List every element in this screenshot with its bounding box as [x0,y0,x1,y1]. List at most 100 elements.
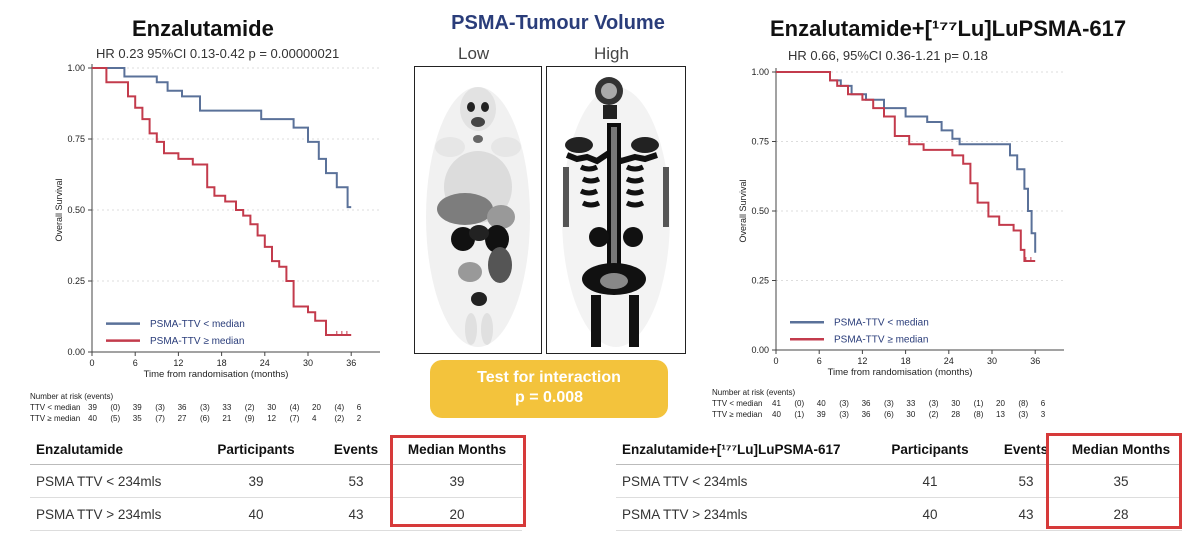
x-tick-label: 12 [857,356,867,366]
table-row: PSMA TTV < 234mls 41 53 35 [616,464,1182,498]
y-tick-label: 0.25 [67,276,85,286]
risk-value: 35 [132,414,142,423]
risk-value: (3) [928,399,939,408]
risk-value: (8) [973,410,984,419]
x-tick-label: 0 [89,358,94,368]
risk-value: (0) [110,403,121,412]
left-chart-hr: HR 0.23 95%CI 0.13-0.42 p = 0.00000021 [96,46,340,61]
pet-scan-high-figure [562,77,670,347]
risk-value: (3) [155,403,165,412]
risk-value: (3) [1018,410,1029,419]
risk-value: (1) [794,410,805,419]
risk-value: 39 [132,403,142,412]
x-tick-label: 30 [987,356,997,366]
y-tick-label: 0.75 [751,137,769,147]
x-tick-label: 18 [217,358,227,368]
header-participants: Participants [192,434,320,465]
x-axis-label: Time from randomisation (months) [828,367,973,378]
right-risk-table: Number at risk (events) TTV < median 41 (0… [712,388,1092,421]
risk-row-label: TTV < median [30,403,81,412]
x-tick-label: 6 [133,358,138,368]
risk-value: (5) [110,414,121,423]
y-tick-label: 0.25 [751,276,769,286]
risk-row: TTV < median 39 (0) 39 (3) 36 (3) 33 (2) 30 (4) 20 (… [30,403,400,414]
median-highlight-right [1046,433,1182,529]
x-tick-label: 36 [346,358,356,368]
risk-value: 20 [996,399,1005,408]
header-arm: Enzalutamide+[¹⁷⁷Lu]LuPSMA-617 [616,434,868,465]
summary-table-right: Enzalutamide+[¹⁷⁷Lu]LuPSMA-617 Participa… [616,434,1182,531]
participants-cell: 40 [868,497,992,531]
median-cell: 39 [392,464,522,498]
median-highlight-left [390,435,526,527]
table-row: PSMA TTV < 234mls 39 53 39 [30,464,522,498]
pet-scan-low-image [414,66,542,354]
risk-value: (6) [884,410,894,419]
y-tick-label: 1.00 [67,63,85,73]
risk-value: (2) [244,403,255,412]
risk-value: (4) [334,403,345,412]
risk-value: (0) [794,399,805,408]
risk-value: 30 [267,403,277,412]
risk-value: 36 [861,410,871,419]
risk-value: 30 [951,399,961,408]
y-axis-label: Overall Survival [738,179,748,242]
header-events: Events [320,434,392,465]
risk-row: TTV ≥ median 40 (1) 39 (3) 36 (6) 30 (2) 28 (8) 13 (… [712,410,1092,421]
risk-value: (8) [1018,399,1029,408]
participants-cell: 39 [192,464,320,498]
pet-scan-low-figure [426,87,530,347]
pet-scan-high-image [546,66,686,354]
right-chart-title: Enzalutamide+[¹⁷⁷Lu]LuPSMA-617 [770,16,1127,41]
risk-value: 13 [996,410,1005,419]
y-axis-label: Overall Survival [54,178,64,241]
risk-row-label: TTV ≥ median [712,410,763,419]
table-header-row: Enzalutamide Participants Events Median … [30,434,522,465]
participants-cell: 40 [192,497,320,531]
y-tick-label: 0.00 [67,347,85,357]
header-participants: Participants [868,434,992,465]
x-tick-label: 0 [773,356,778,366]
legend-label: PSMA-TTV ≥ median [834,335,928,346]
center-title: PSMA-Tumour Volume [451,12,665,34]
risk-value: 6 [356,403,362,412]
x-tick-label: 24 [944,356,954,366]
risk-row-label: TTV ≥ median [30,414,81,423]
y-tick-label: 0.50 [751,206,769,216]
x-tick-label: 18 [901,356,911,366]
x-axis-label: Time from randomisation (months) [144,369,289,380]
risk-value: (7) [155,414,165,423]
median-cell: 35 [1060,464,1182,498]
risk-value: (3) [839,410,849,419]
risk-value: 40 [816,399,826,408]
x-tick-label: 6 [817,356,822,366]
risk-value: (9) [244,414,255,423]
y-tick-label: 0.75 [67,134,85,144]
risk-value: 27 [177,414,187,423]
risk-value: (3) [839,399,849,408]
header-arm: Enzalutamide [30,434,192,465]
legend-label: PSMA-TTV < median [834,318,929,329]
risk-row: TTV ≥ median 40 (5) 35 (7) 27 (6) 21 (9) 12 (7) 4 (2… [30,414,400,425]
participants-cell: 41 [868,464,992,498]
row-label: PSMA TTV < 234mls [616,464,868,498]
risk-value: 39 [816,410,826,419]
risk-value: 40 [772,410,781,419]
survival-curve-above-median [92,67,352,336]
high-label: High [594,44,629,63]
y-tick-label: 0.00 [751,345,769,355]
interaction-callout: Test for interaction p = 0.008 [430,360,668,418]
row-label: PSMA TTV < 234mls [30,464,192,498]
legend-label: PSMA-TTV ≥ median [150,336,244,347]
risk-row: TTV < median 41 (0) 40 (3) 36 (3) 33 (3) 30 (1) 20 (… [712,399,1092,410]
risk-value: (4) [289,403,300,412]
risk-value: 12 [267,414,277,423]
survival-curve-below-median [776,71,1037,253]
summary-table-left: Enzalutamide Participants Events Median … [30,434,522,531]
risk-value: (3) [200,403,210,412]
median-cell: 28 [1060,497,1182,531]
risk-value: (6) [200,414,210,423]
risk-value: 28 [951,410,961,419]
interaction-line2: p = 0.008 [514,389,584,406]
interaction-line1: Test for interaction [477,369,621,386]
